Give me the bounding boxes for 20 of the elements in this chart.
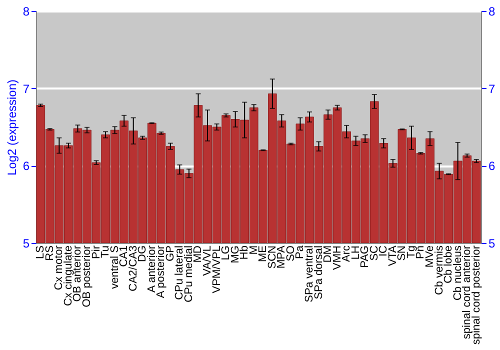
y-tick-label: 6	[22, 159, 30, 174]
y-axis-title: Log2 (expression)	[4, 79, 19, 176]
x-tick-label: SC	[368, 245, 380, 261]
x-tick-label: CPu medial	[182, 246, 195, 302]
x-tick-label: SCN	[266, 245, 278, 269]
x-tick-label: Arc	[340, 245, 353, 262]
y-tick-label: 8	[22, 4, 30, 18]
x-tick-label: SPa dorsal	[312, 246, 325, 300]
y2-tick-label: 8	[488, 4, 496, 18]
x-tick-label: Pir	[90, 245, 102, 259]
x-tick-label: MVe	[424, 246, 436, 268]
y2-tick-label: 5	[488, 236, 496, 250]
x-tick-label: SO	[284, 245, 297, 262]
y-tick-label: 5	[22, 236, 30, 250]
x-tick-label: IC	[378, 245, 390, 256]
y2-tick-label: 6	[488, 159, 496, 174]
x-tick-label: Pn	[414, 246, 427, 259]
y-tick-label: 7	[22, 82, 30, 96]
y2-tick-label: 7	[488, 82, 496, 96]
x-tick-label: RS	[44, 246, 56, 261]
